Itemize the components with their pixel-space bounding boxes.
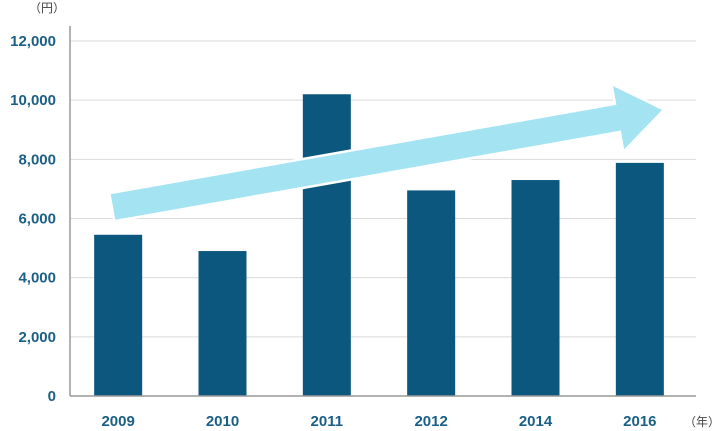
y-tick-label: 0 (48, 388, 56, 405)
y-tick-label: 6,000 (18, 211, 56, 228)
y-tick-label: 4,000 (18, 270, 56, 287)
trend-arrow-layer (107, 81, 667, 223)
bar-2011 (302, 94, 351, 396)
bars (94, 94, 664, 396)
bar-2009 (94, 234, 143, 396)
bar-2016 (615, 162, 664, 396)
bar-2010 (198, 251, 247, 396)
y-tick-labels: 0 2,000 4,000 6,000 8,000 10,000 12,000 (10, 33, 56, 405)
y-tick-label: 12,000 (10, 33, 56, 50)
x-tick-label: 2012 (414, 413, 447, 430)
y-tick-label: 10,000 (10, 92, 56, 109)
x-tick-label: 2010 (206, 413, 239, 430)
bar-2012 (407, 190, 456, 396)
x-unit-label: （年） (684, 415, 720, 429)
x-tick-label: 2014 (519, 413, 553, 430)
y-tick-label: 8,000 (18, 151, 56, 168)
y-tick-label: 2,000 (18, 329, 56, 346)
axes (69, 26, 696, 397)
gridlines (70, 40, 696, 338)
trend-arrow-fill (110, 86, 662, 220)
y-unit-label: （円） (29, 1, 65, 15)
x-tick-label: 2009 (101, 413, 134, 430)
x-tick-label: 2011 (311, 413, 344, 430)
bar-2014 (511, 180, 560, 396)
x-tick-label: 2016 (623, 413, 656, 430)
x-tick-labels: 2009 2010 2011 2012 2014 2016 (101, 413, 656, 430)
